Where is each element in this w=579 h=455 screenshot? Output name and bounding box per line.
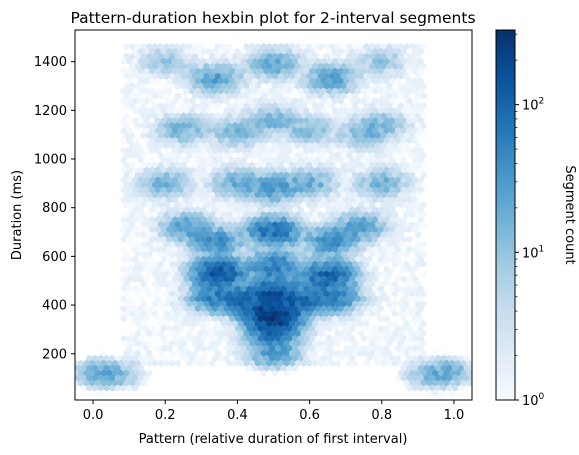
y-tick-label: 1200: [34, 104, 67, 119]
x-tick-label: 0.0: [83, 408, 104, 423]
hexbin-cell: [472, 370, 478, 377]
hexbin-cell: [214, 102, 221, 110]
x-tick-label: 0.4: [227, 408, 248, 423]
hexbin-cell: [75, 366, 76, 371]
colorbar-tick-label: 102: [522, 97, 544, 114]
hexbin-cell: [75, 376, 76, 380]
hexbin-cell: [66, 370, 72, 377]
y-tick-label: 1400: [34, 55, 67, 70]
hexbin-cell: [420, 92, 427, 100]
y-tick-label: 600: [42, 250, 67, 265]
hexbin-cell: [403, 250, 410, 258]
x-tick-label: 1.0: [444, 408, 465, 423]
hexbin-cell: [420, 132, 427, 140]
colorbar-tick-label: 101: [522, 244, 544, 261]
x-tick-label: 0.6: [299, 408, 320, 423]
x-tick-label: 0.2: [155, 408, 176, 423]
hexbin-layer: [66, 43, 478, 397]
colorbar-axis: 100 101 102: [515, 33, 545, 409]
y-tick-label: 200: [42, 347, 67, 362]
y-tick-label: 400: [42, 299, 67, 314]
hexbin-cell: [420, 260, 427, 268]
y-axis-label: Duration (ms): [10, 170, 25, 260]
y-tick-label: 800: [42, 201, 67, 216]
x-axis-label: Pattern (relative duration of first inte…: [139, 432, 408, 447]
hexbin-cell: [154, 77, 161, 85]
chart-title: Pattern-duration hexbin plot for 2-inter…: [70, 9, 475, 27]
colorbar-label: Segment count: [562, 165, 577, 264]
y-axis: 200 400 600 800 1000 1200 1400: [34, 55, 75, 362]
x-axis: 0.0 0.2 0.4 0.6 0.8 1.0: [83, 400, 465, 423]
x-tick-label: 0.8: [371, 408, 392, 423]
y-tick-label: 1000: [34, 153, 67, 168]
colorbar: [495, 29, 516, 401]
colorbar-tick-label: 100: [522, 392, 545, 409]
hexbin-cell: [420, 221, 427, 229]
